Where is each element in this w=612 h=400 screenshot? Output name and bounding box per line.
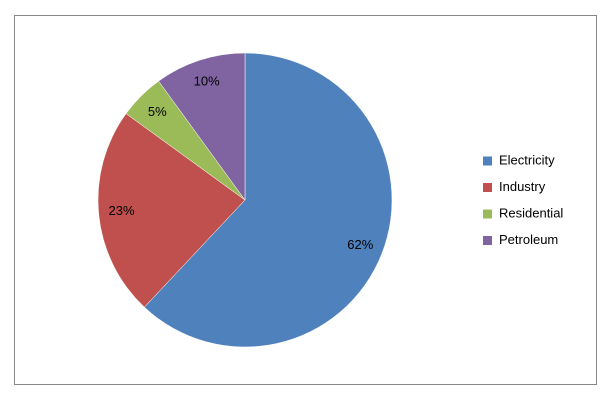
data-label: 5% xyxy=(148,104,167,119)
legend-swatch xyxy=(483,156,492,166)
legend-label: Electricity xyxy=(499,152,555,167)
data-label: 23% xyxy=(109,203,135,218)
pie-slice xyxy=(97,113,246,308)
legend-swatch xyxy=(483,183,492,192)
data-label: 10% xyxy=(194,74,220,89)
pie-slice xyxy=(158,52,246,201)
data-label: 62% xyxy=(347,237,373,252)
pie-slice xyxy=(144,52,393,348)
legend-label: Petroleum xyxy=(499,232,558,247)
legend-label: Residential xyxy=(499,205,563,220)
legend-swatch xyxy=(483,209,492,219)
legend-label: Industry xyxy=(499,179,546,194)
legend-swatch xyxy=(483,236,492,245)
